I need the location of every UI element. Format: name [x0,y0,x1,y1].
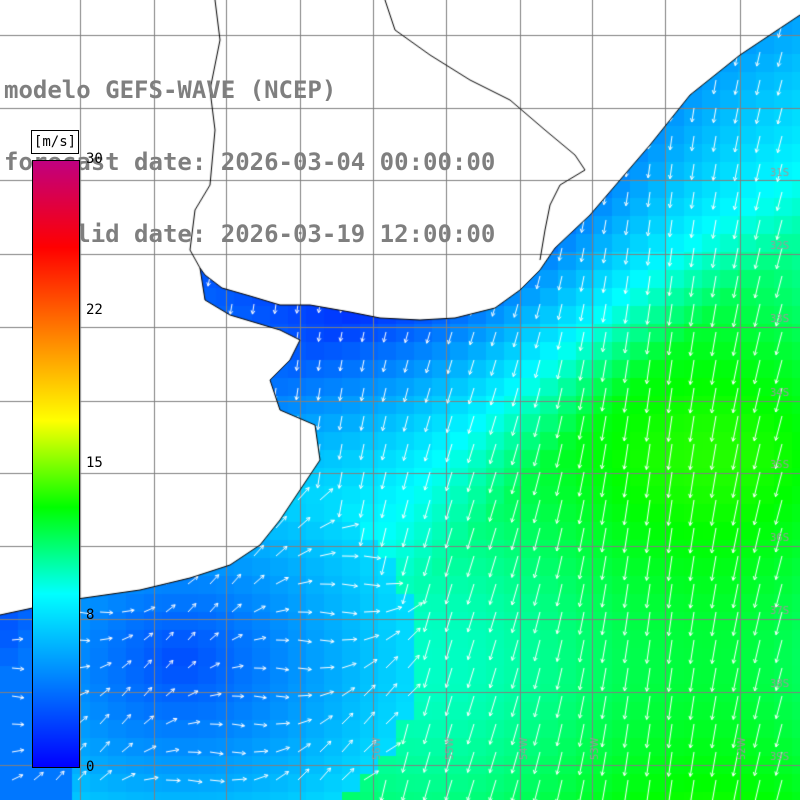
colorbar-unit: [m/s] [31,130,79,154]
colorbar-tick-8: 8 [86,607,95,623]
colorbar-tick-15: 15 [86,455,103,471]
colorbar-tick-0: 0 [86,759,95,775]
colorbar-tick-22: 22 [86,302,103,318]
model-title: modelo GEFS-WAVE (NCEP) [4,76,337,104]
colorbar [32,160,80,768]
colorbar-tick-30: 30 [86,151,103,167]
